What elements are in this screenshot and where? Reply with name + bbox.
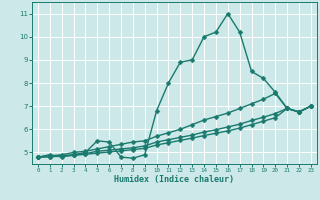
X-axis label: Humidex (Indice chaleur): Humidex (Indice chaleur) (115, 175, 234, 184)
